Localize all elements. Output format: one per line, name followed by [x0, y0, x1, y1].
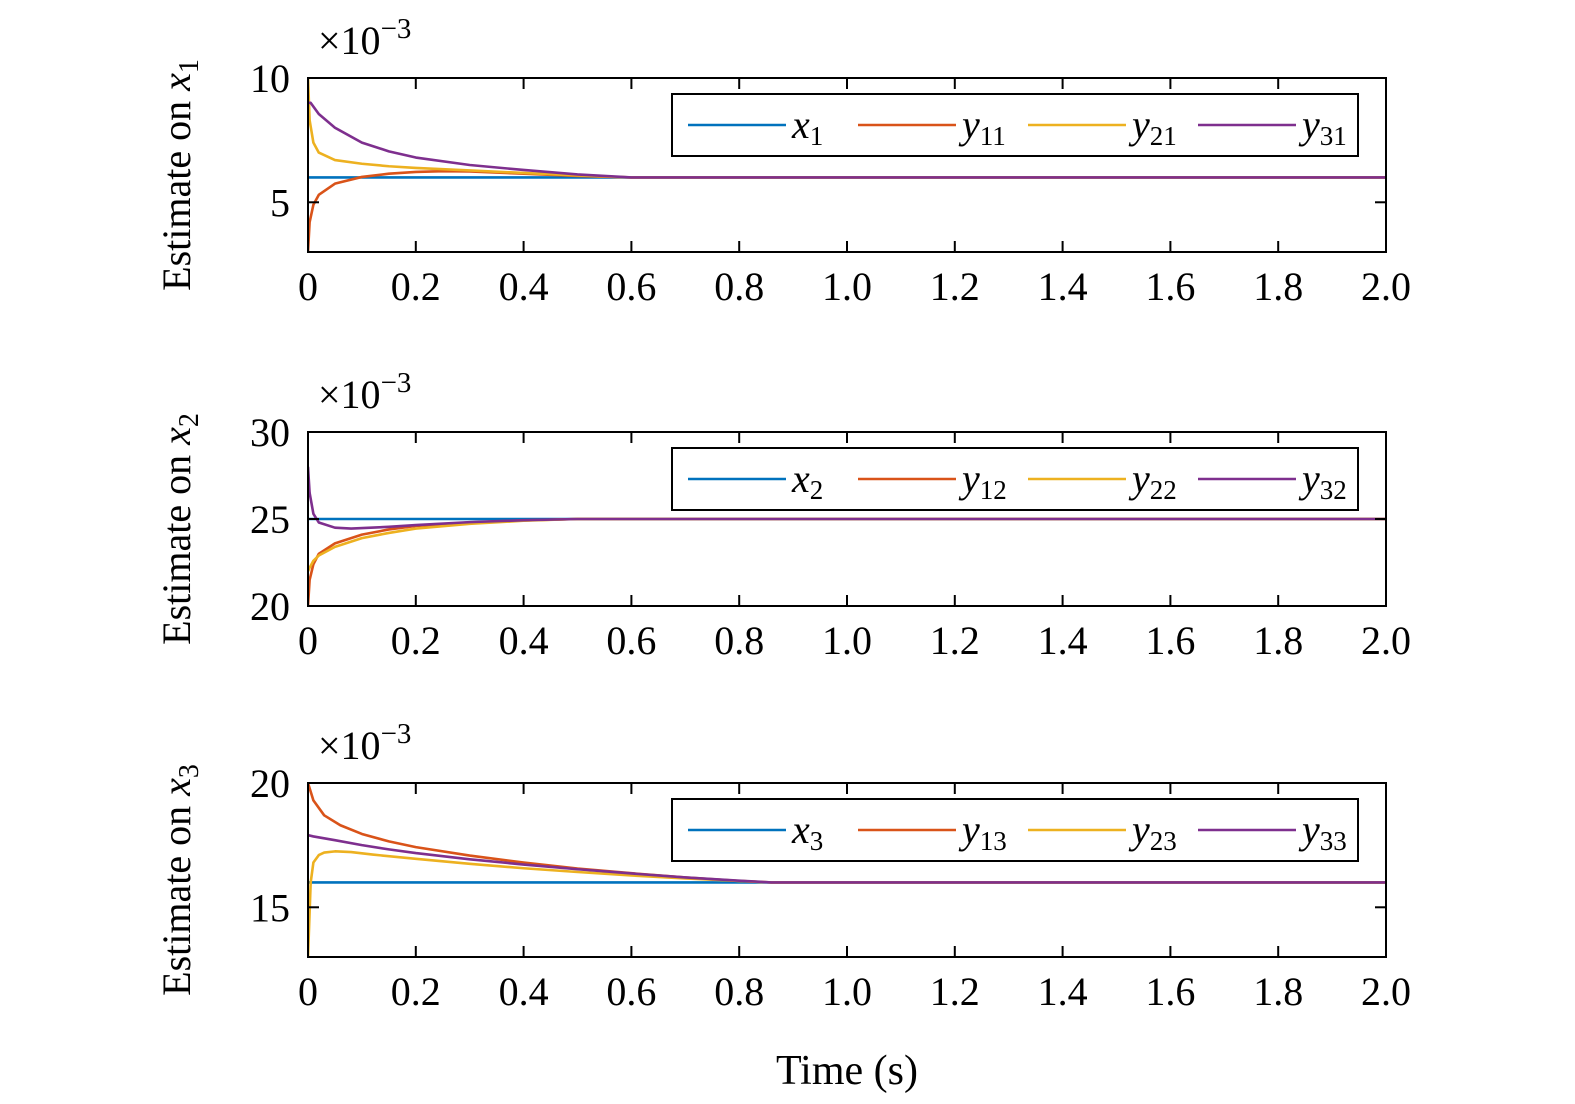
x-tick-label: 0	[298, 969, 318, 1014]
legend-label-y12: y12	[958, 456, 1007, 505]
y-axis-label: Estimate on x3	[154, 764, 205, 996]
y-axis-multiplier: ×10−3	[318, 367, 411, 417]
y-tick-label: 20	[250, 584, 290, 629]
x-tick-label: 0.2	[391, 264, 441, 309]
subplots: 0 0.2 0.4 0.6 0.8 1.0 1.2 1.4 1.6 1.8 2.0 5 10 ×10−3 E…	[154, 13, 1411, 1014]
legend: x3 y13 y23 y33	[671, 798, 1359, 862]
series-line-y31	[308, 101, 1386, 179]
x-tick-label: 1.0	[822, 618, 872, 663]
y-axis-label: Estimate on x2	[154, 413, 205, 645]
x-tick-label: 0.4	[499, 618, 549, 663]
y-tick-label: 30	[250, 410, 290, 455]
legend-label-y23: y23	[1128, 807, 1177, 856]
series-line-y32	[308, 466, 1386, 530]
y-tick-label: 5	[270, 180, 290, 225]
y-axis-multiplier: ×10−3	[318, 718, 411, 768]
x-tick-label: 0.8	[714, 264, 764, 309]
legend-label-y32: y32	[1298, 456, 1347, 505]
y-tick-label: 10	[250, 56, 290, 101]
x-tick-label: 1.6	[1145, 618, 1195, 663]
series-line-y23	[308, 850, 1386, 957]
x-tick-label: 0.2	[391, 618, 441, 663]
legend-label-y21: y21	[1128, 102, 1177, 151]
y-axis-multiplier: ×10−3	[318, 13, 411, 63]
y-axis-label: Estimate on x1	[154, 59, 205, 291]
x-tick-label: 1.8	[1253, 618, 1303, 663]
x-tick-label: 1.2	[930, 264, 980, 309]
x-tick-label: 1.6	[1145, 264, 1195, 309]
legend-label-x1: x1	[791, 102, 823, 151]
legend: x2 y12 y22 y32	[671, 447, 1359, 511]
y-tick-label: 15	[250, 885, 290, 930]
x-tick-label: 1.4	[1038, 264, 1088, 309]
y-tick-label: 25	[250, 497, 290, 542]
x-tick-label: 0.6	[606, 264, 656, 309]
series-line-y33	[308, 833, 1386, 884]
legend-label-y13: y13	[958, 807, 1007, 856]
x-tick-label: 1.6	[1145, 969, 1195, 1014]
x-tick-label: 0.8	[714, 969, 764, 1014]
x-tick-label: 1.2	[930, 618, 980, 663]
subplot-1: 0 0.2 0.4 0.6 0.8 1.0 1.2 1.4 1.6 1.8 2.0 5 10 ×10−3 E…	[154, 13, 1411, 309]
x-tick-label: 0.4	[499, 969, 549, 1014]
legend-label-y31: y31	[1298, 102, 1347, 151]
x-tick-label: 2.0	[1361, 969, 1411, 1014]
series-line-y11	[308, 169, 1386, 252]
x-tick-label: 1.0	[822, 969, 872, 1014]
x-tick-label: 1.4	[1038, 618, 1088, 663]
x-axis-label: Time (s)	[776, 1048, 918, 1094]
legend-label-x2: x2	[791, 456, 823, 505]
legend-label-y11: y11	[958, 102, 1006, 151]
series-line-y22	[308, 517, 1386, 572]
x-tick-label: 1.4	[1038, 969, 1088, 1014]
subplot-3: 0 0.2 0.4 0.6 0.8 1.0 1.2 1.4 1.6 1.8 2.0 15 20 ×10−3…	[154, 718, 1411, 1014]
legend-label-x3: x3	[791, 807, 823, 856]
x-tick-label: 2.0	[1361, 618, 1411, 663]
x-tick-label: 1.2	[930, 969, 980, 1014]
x-tick-label: 0	[298, 264, 318, 309]
legend: x1 y11 y21 y31	[671, 93, 1359, 157]
x-tick-label: 0.6	[606, 618, 656, 663]
legend-label-y22: y22	[1128, 456, 1177, 505]
x-tick-label: 2.0	[1361, 264, 1411, 309]
series-lines	[308, 783, 1386, 957]
y-tick-label: 20	[250, 761, 290, 806]
x-tick-label: 0.6	[606, 969, 656, 1014]
x-tick-label: 1.8	[1253, 264, 1303, 309]
legend-label-y33: y33	[1298, 807, 1347, 856]
x-tick-label: 1.8	[1253, 969, 1303, 1014]
x-tick-label: 0.2	[391, 969, 441, 1014]
subplot-2: 0 0.2 0.4 0.6 0.8 1.0 1.2 1.4 1.6 1.8 2.0 20 25 30 ×10…	[154, 367, 1411, 663]
series-line-y12	[308, 517, 1386, 606]
x-tick-label: 0.4	[499, 264, 549, 309]
x-tick-label: 1.0	[822, 264, 872, 309]
x-tick-label: 0	[298, 618, 318, 663]
x-tick-label: 0.8	[714, 618, 764, 663]
